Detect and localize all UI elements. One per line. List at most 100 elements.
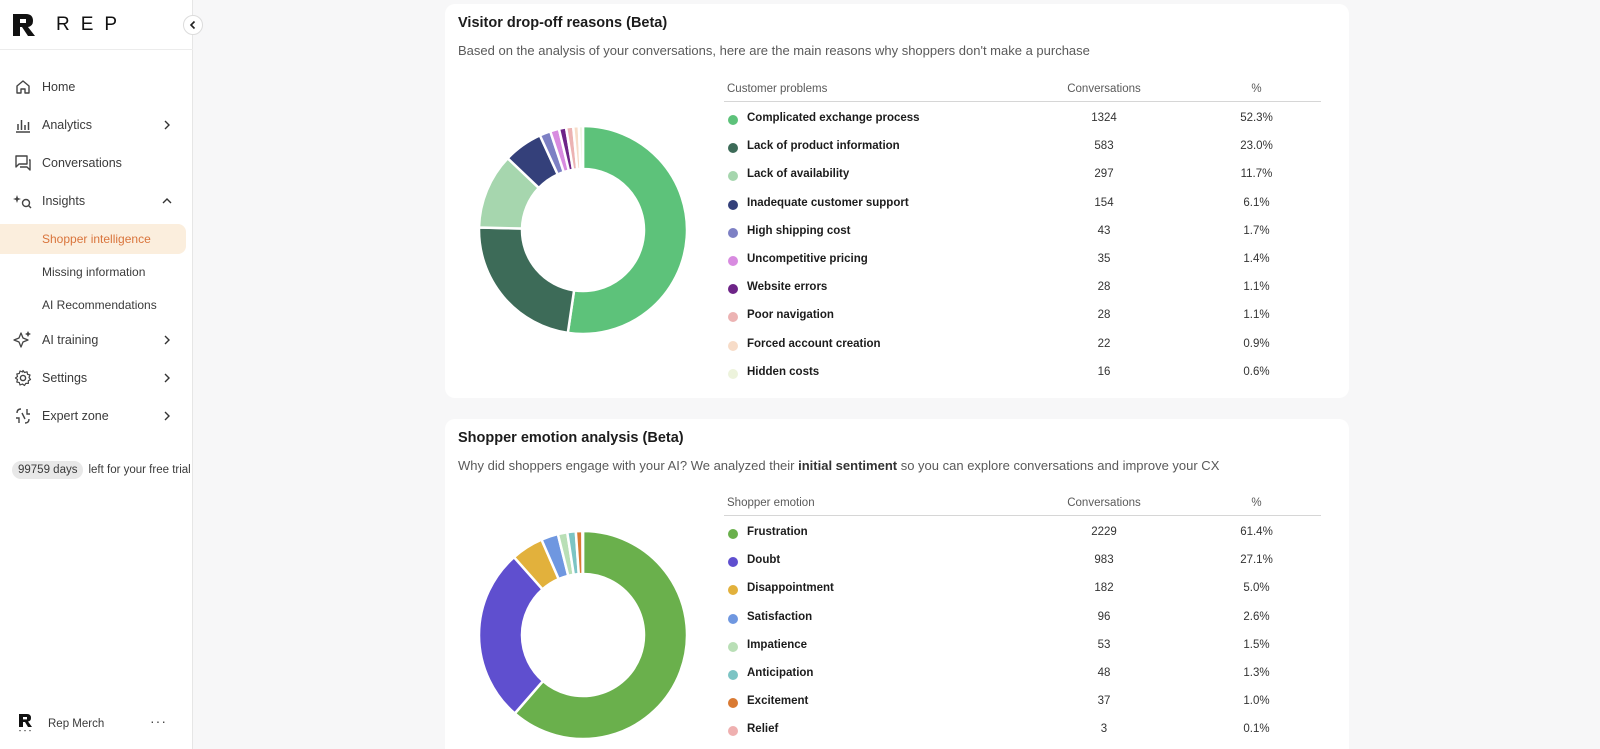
row-label: Uncompetitive pricing (747, 253, 868, 265)
table-row[interactable]: Hidden costs 16 0.6% (724, 359, 1321, 387)
row-label: Satisfaction (747, 610, 813, 623)
more-options-icon[interactable]: ··· (150, 713, 167, 729)
donut-slice-lack-of-product-information[interactable] (477, 226, 576, 335)
legend-dot (728, 199, 738, 210)
row-percent: 61.4% (1240, 526, 1273, 538)
table-row[interactable]: Website errors 28 1.1% (724, 274, 1321, 302)
row-percent: 5.0% (1243, 582, 1270, 595)
sparkles-icon (13, 330, 33, 350)
row-percent: 27.1% (1240, 554, 1273, 567)
row-conversations: 28 (1097, 281, 1111, 294)
table-row[interactable]: Poor navigation 28 1.1% (724, 302, 1321, 330)
legend-dot (728, 340, 738, 351)
row-percent: 0.6% (1243, 365, 1270, 378)
header-percent: % (1251, 83, 1262, 95)
sidebar-subitem-label: AI Recommendations (42, 298, 157, 312)
table-row[interactable]: Anticipation 48 1.3% (724, 660, 1321, 688)
sidebar-item-label: Insights (42, 194, 86, 208)
emotion-card: Shopper emotion analysis (Beta) Why did … (445, 419, 1349, 749)
row-label: Website errors (747, 281, 828, 294)
sidebar-item-home[interactable]: Home (0, 68, 193, 106)
row-percent: 23.0% (1240, 140, 1273, 153)
donut-slice-hidden-costs[interactable] (577, 124, 585, 171)
account-menu[interactable]: Rep Merch ··· (0, 711, 193, 739)
table-row[interactable]: Uncompetitive pricing 35 1.4% (724, 246, 1321, 274)
row-conversations: 16 (1097, 365, 1111, 378)
collapse-sidebar-button[interactable] (183, 15, 203, 35)
row-percent: 52.3% (1240, 112, 1273, 124)
row-percent: 1.0% (1243, 695, 1270, 708)
legend-dot (728, 641, 738, 652)
table-row[interactable]: High shipping cost 43 1.7% (724, 218, 1321, 246)
header-conversations: Conversations (1067, 83, 1141, 95)
row-conversations: 43 (1097, 224, 1111, 237)
chevron-left-icon (189, 20, 196, 30)
table-row[interactable]: Doubt 983 27.1% (724, 547, 1321, 575)
legend-dot (728, 115, 738, 125)
row-conversations: 983 (1094, 554, 1114, 567)
row-percent: 1.7% (1243, 224, 1270, 237)
legend-dot (728, 613, 738, 624)
table-row[interactable]: Lack of product information 583 23.0% (724, 133, 1321, 161)
chevron-right-icon (160, 118, 174, 132)
legend-dot (728, 368, 738, 379)
chat-icon (13, 153, 33, 173)
row-percent: 11.7% (1240, 168, 1273, 181)
table-row[interactable]: Excitement 37 1.0% (724, 688, 1321, 716)
legend-dot (728, 143, 738, 154)
sidebar-subitem-missing-information[interactable]: Missing information (0, 257, 186, 287)
table-header: Shopper emotion Conversations % (724, 490, 1321, 516)
legend-dot (728, 726, 738, 737)
sidebar-item-ai-training[interactable]: AI training (0, 321, 193, 359)
row-label: Frustration (747, 526, 808, 538)
expert-icon (13, 406, 33, 426)
row-percent: 1.1% (1243, 281, 1270, 294)
row-conversations: 35 (1097, 253, 1111, 265)
sidebar-item-insights[interactable]: Insights (0, 182, 193, 220)
brand-logo[interactable]: REP (12, 12, 128, 38)
table-row[interactable]: Satisfaction 96 2.6% (724, 604, 1321, 632)
row-conversations: 48 (1097, 667, 1111, 679)
donut-slice-complicated-exchange-process[interactable] (566, 124, 689, 336)
table-row[interactable]: Forced account creation 22 0.9% (724, 331, 1321, 359)
legend-dot (728, 585, 738, 596)
chevron-right-icon (160, 333, 174, 347)
table-row[interactable]: Inadequate customer support 154 6.1% (724, 190, 1321, 218)
row-label: Disappointment (747, 582, 834, 595)
brand-name: REP (56, 14, 129, 35)
legend-dot (728, 227, 738, 238)
donut-slice-relief[interactable] (581, 529, 585, 576)
card-subtitle: Why did shoppers engage with your AI? We… (458, 458, 1219, 473)
sidebar-subitem-shopper-intelligence[interactable]: Shopper intelligence (0, 224, 186, 254)
legend-dot (728, 284, 738, 295)
sidebar-item-analytics[interactable]: Analytics (0, 106, 193, 144)
table-row[interactable]: Disappointment 182 5.0% (724, 575, 1321, 603)
row-conversations: 53 (1097, 638, 1111, 651)
sidebar-item-label: Settings (42, 371, 88, 385)
table-row[interactable]: Frustration 2229 61.4% (724, 519, 1321, 547)
sidebar-subitem-ai-recommendations[interactable]: AI Recommendations (0, 290, 186, 320)
table-row[interactable]: Lack of availability 297 11.7% (724, 161, 1321, 189)
row-conversations: 22 (1097, 337, 1111, 350)
sidebar-item-label: Expert zone (42, 409, 109, 423)
legend-dot (728, 312, 738, 323)
donut-slice-frustration[interactable] (513, 529, 689, 741)
row-percent: 2.6% (1243, 610, 1270, 623)
legend-dot (728, 698, 738, 709)
table-row[interactable]: Impatience 53 1.5% (724, 632, 1321, 660)
donut-slice-doubt[interactable] (477, 555, 545, 715)
row-conversations: 37 (1097, 695, 1111, 708)
emotion-donut-chart (477, 529, 689, 741)
table-row[interactable]: Complicated exchange process 1324 52.3% (724, 105, 1321, 133)
card-subtitle: Based on the analysis of your conversati… (458, 43, 1090, 58)
trial-text: left for your free trial (88, 464, 191, 476)
home-icon (13, 77, 33, 97)
row-label: Lack of availability (747, 168, 850, 181)
sidebar-item-conversations[interactable]: Conversations (0, 144, 193, 182)
row-percent: 0.9% (1243, 337, 1270, 350)
sidebar-item-settings[interactable]: Settings (0, 359, 193, 397)
sidebar-item-expert-zone[interactable]: Expert zone (0, 397, 193, 435)
sidebar-subitem-label: Missing information (42, 265, 146, 279)
table-row[interactable]: Relief 3 0.1% (724, 716, 1321, 744)
row-conversations: 28 (1097, 309, 1111, 322)
